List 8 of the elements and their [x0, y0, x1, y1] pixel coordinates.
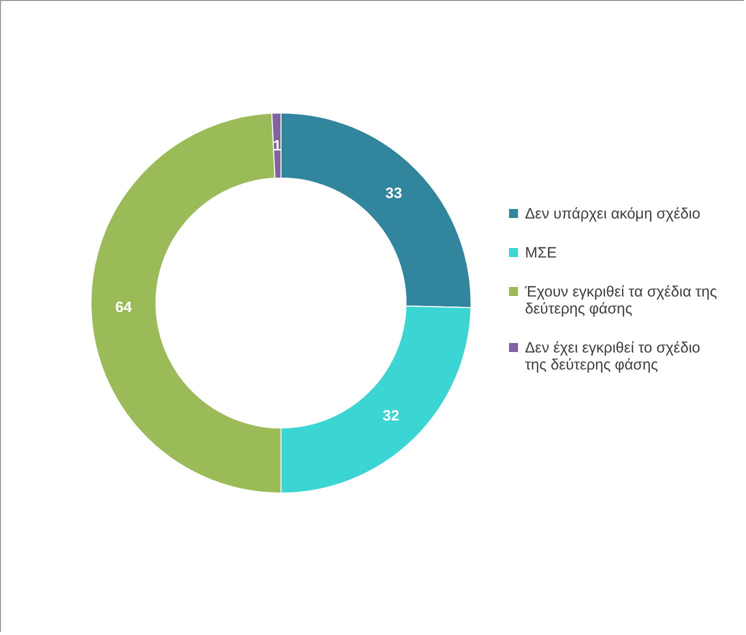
- legend-label: Έχουν εγκριθεί τα σχέδια της δεύτερης φάσης: [524, 284, 717, 318]
- data-label: 32: [382, 408, 400, 425]
- legend-label: Δεν έχει εγκριθεί το σχέδιο της δεύτερης φάσης: [525, 340, 700, 374]
- data-label: 64: [115, 298, 133, 316]
- data-label: 1: [273, 138, 282, 155]
- legend-label: Δεν υπάρχει ακόμη σχέδιο: [525, 206, 700, 222]
- data-label: 33: [385, 184, 402, 202]
- legend-label: ΜΣΕ: [525, 244, 557, 262]
